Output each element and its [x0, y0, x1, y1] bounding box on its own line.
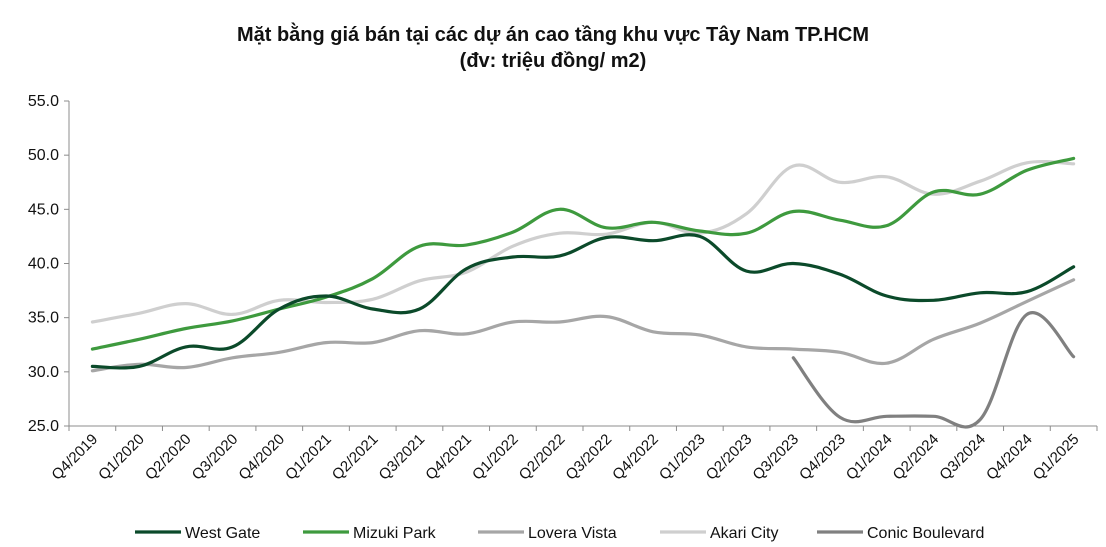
- chart-title: Mặt bằng giá bán tại các dự án cao tầng …: [236, 24, 870, 46]
- x-tick-label: Q4/2022: [609, 431, 662, 484]
- series-line-west-gate: [90, 233, 1076, 370]
- x-tick-label: Q1/2024: [843, 431, 896, 484]
- x-tick-label: Q3/2021: [376, 431, 429, 484]
- y-tick-label: 25.0: [28, 418, 59, 435]
- series-lines: [90, 156, 1076, 429]
- x-tick-label: Q2/2024: [890, 431, 943, 484]
- x-tick-label: Q3/2024: [936, 431, 989, 484]
- y-tick-label: 45.0: [28, 201, 59, 218]
- legend-label-conic-boulevard: Conic Boulevard: [867, 525, 984, 542]
- series-line-akari-city: [90, 159, 1076, 324]
- legend-label-west-gate: West Gate: [185, 525, 260, 542]
- legend-label-lovera-vista: Lovera Vista: [528, 525, 617, 542]
- x-tick-label: Q2/2020: [142, 431, 195, 484]
- x-tick-label: Q3/2020: [189, 431, 242, 484]
- x-tick-label: Q4/2019: [48, 431, 101, 484]
- x-tick-label: Q2/2022: [516, 431, 569, 484]
- series-line-mizuki-park: [90, 156, 1076, 351]
- x-tick-label: Q1/2020: [95, 431, 148, 484]
- x-tick-label: Q2/2021: [329, 431, 382, 484]
- x-tick-label: Q4/2020: [235, 431, 288, 484]
- x-tick-label: Q4/2024: [983, 431, 1036, 484]
- legend-label-akari-city: Akari City: [710, 525, 778, 542]
- x-axis-ticks: Q4/2019Q1/2020Q2/2020Q3/2020Q4/2020Q1/20…: [48, 426, 1098, 484]
- x-tick-label: Q4/2021: [422, 431, 475, 484]
- legend-label-mizuki-park: Mizuki Park: [353, 525, 437, 542]
- chart-axes: [68, 101, 1097, 427]
- x-tick-label: Q1/2025: [1030, 431, 1083, 484]
- x-tick-label: Q4/2023: [796, 431, 849, 484]
- x-tick-label: Q3/2022: [562, 431, 615, 484]
- y-tick-label: 55.0: [28, 93, 59, 110]
- y-axis-ticks: 25.0 30.0 35.0 40.0 45.0 50.0 55.0: [28, 93, 69, 435]
- x-tick-label: Q1/2023: [656, 431, 709, 484]
- legend: West Gate Mizuki Park Lovera Vista Akari Ci…: [135, 525, 984, 542]
- y-tick-label: 30.0: [28, 364, 59, 381]
- y-tick-label: 50.0: [28, 147, 59, 164]
- y-tick-label: 35.0: [28, 310, 59, 327]
- chart-subtitle: (đv: triệu đồng/ m2): [459, 50, 647, 72]
- x-tick-label: Q1/2022: [469, 431, 522, 484]
- x-tick-label: Q3/2023: [749, 431, 802, 484]
- x-tick-label: Q1/2021: [282, 431, 335, 484]
- x-tick-label: Q2/2023: [703, 431, 756, 484]
- y-tick-label: 40.0: [28, 256, 59, 273]
- chart-title-block: Mặt bằng giá bán tại các dự án cao tầng …: [0, 22, 1106, 74]
- series-line-lovera-vista: [90, 278, 1076, 373]
- series-line-conic-boulevard: [791, 311, 1076, 429]
